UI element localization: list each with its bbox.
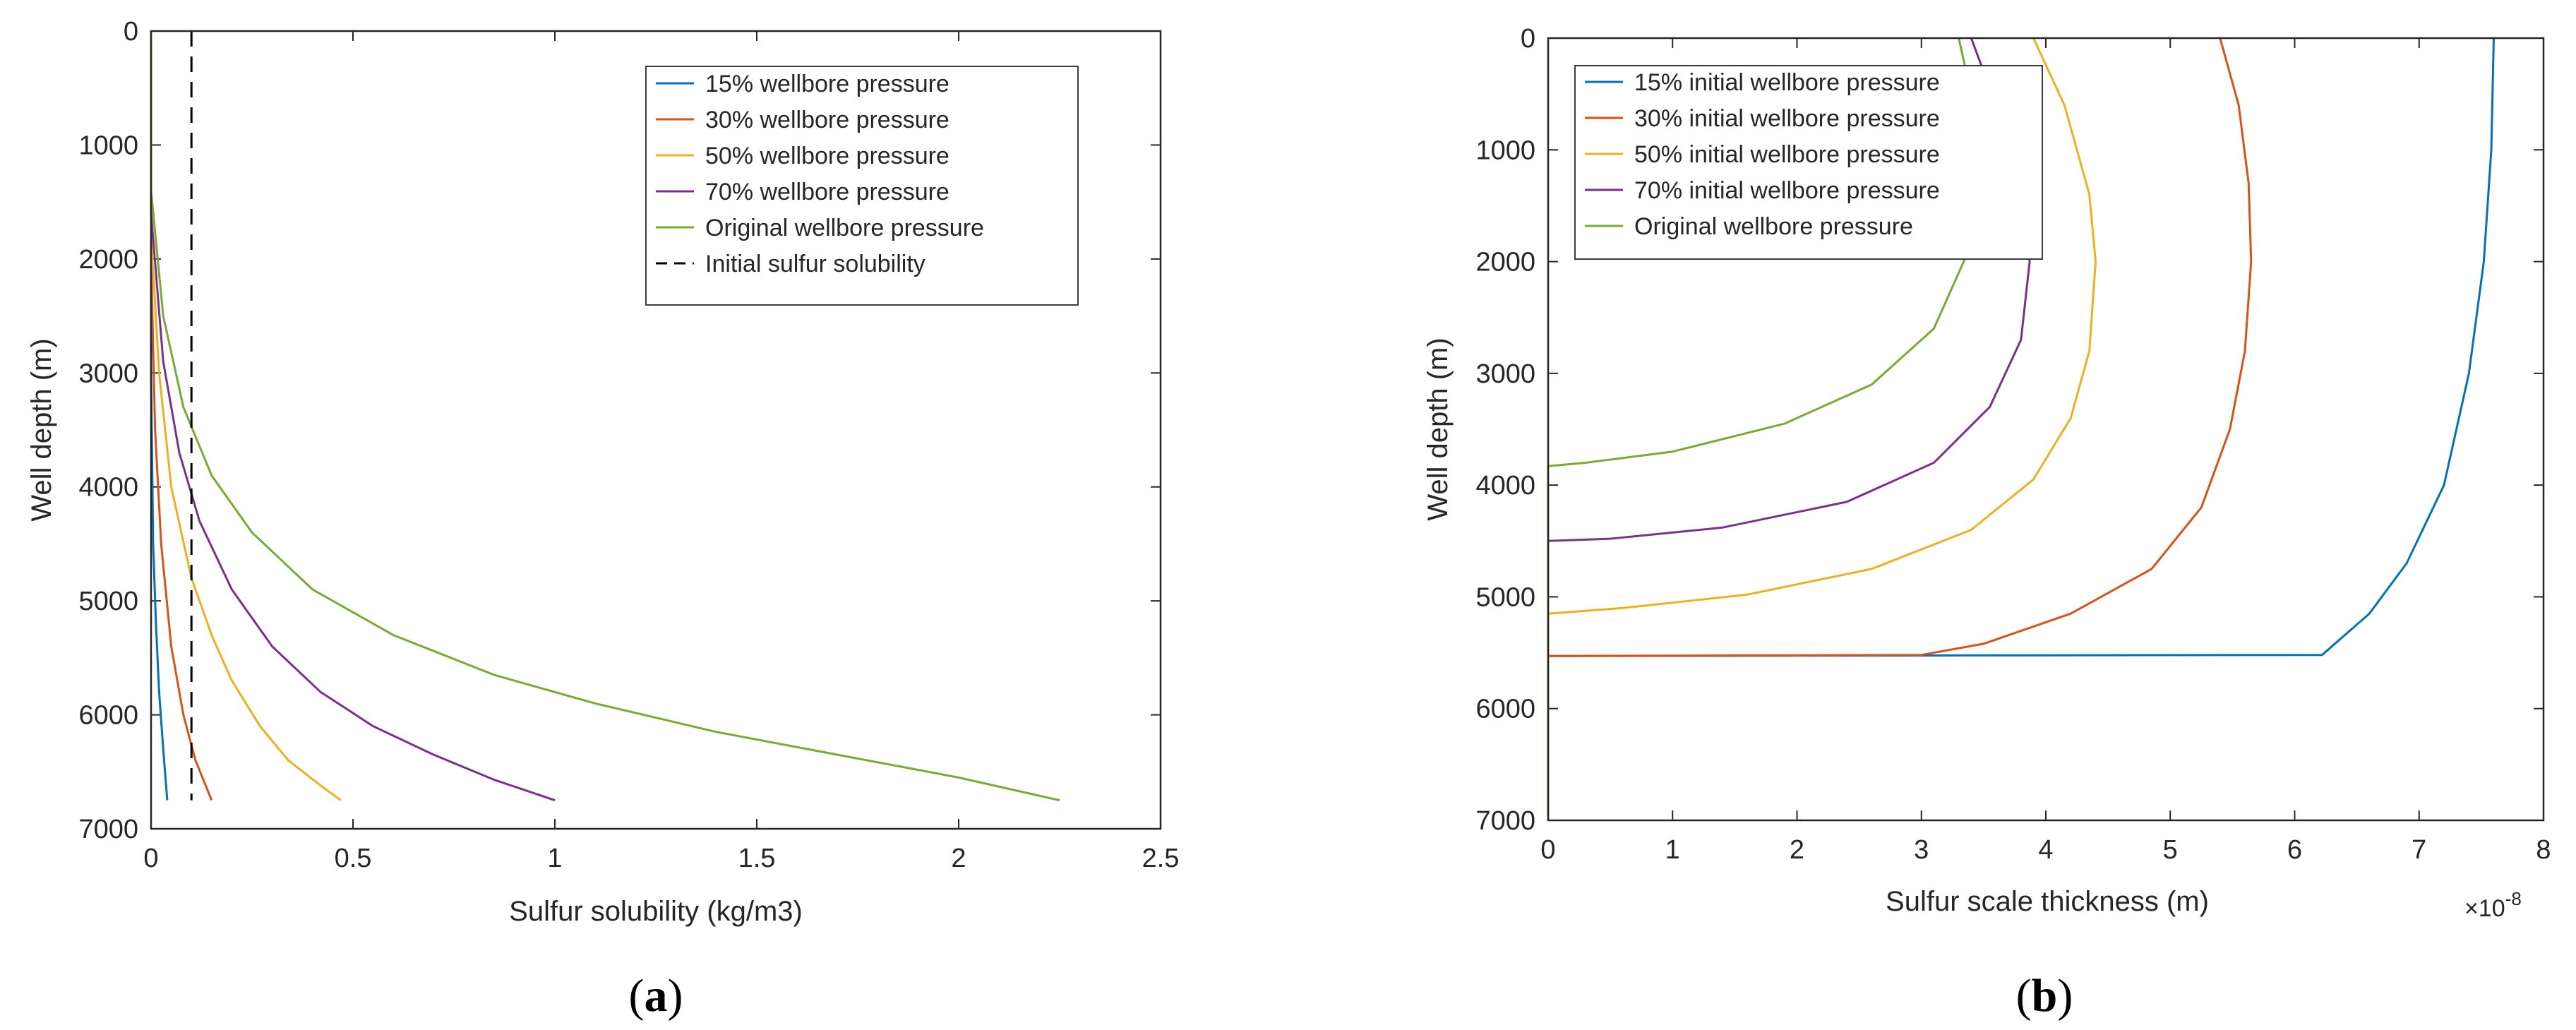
panel-a: 0 0.5 1 1.5 2 2.5 0 1000 2000 3000 4000 5000 6000 70… xyxy=(26,17,1179,1022)
panel-label-a-letter: a xyxy=(645,970,668,1022)
legend-a: 15% wellbore pressure 30% wellbore pressu… xyxy=(645,66,1079,306)
legend-label: 70% wellbore pressure xyxy=(705,179,949,205)
y-tick-label: 1000 xyxy=(78,131,138,160)
x-tick-labels-a: 0 0.5 1 1.5 2 2.5 xyxy=(143,844,1179,873)
series-line-a-4 xyxy=(150,31,1060,802)
x-tick-labels-b: 0 1 2 3 4 5 6 7 8 xyxy=(1540,835,2551,865)
y-tick-label: 1000 xyxy=(1475,136,1535,165)
y-tick-labels-a: 0 1000 2000 3000 4000 5000 6000 7000 xyxy=(78,17,138,844)
x-tick-label: 3 xyxy=(1914,835,1929,865)
legend-label: Original wellbore pressure xyxy=(705,215,984,241)
legend-label: 70% initial wellbore pressure xyxy=(1634,177,1940,204)
x-tick-label: 1 xyxy=(547,844,562,873)
x-tick-label: 5 xyxy=(2163,835,2178,865)
y-tick-label: 5000 xyxy=(1475,582,1535,612)
y-tick-label: 2000 xyxy=(1475,248,1535,277)
x-exponent-power: -8 xyxy=(2505,888,2522,909)
x-exponent-b: ×10-8 xyxy=(2464,888,2522,922)
series-line-b-1 xyxy=(1547,37,2253,820)
y-tick-label: 7000 xyxy=(78,815,138,844)
legend-label: 50% initial wellbore pressure xyxy=(1634,141,1940,168)
series-line-b-0 xyxy=(1547,37,2495,820)
legend-box-a xyxy=(645,66,1079,306)
x-axis-title-a: Sulfur solubility (kg/m3) xyxy=(509,896,803,927)
y-tick-label: 6000 xyxy=(78,701,138,731)
x-tick-label: 0.5 xyxy=(335,844,372,873)
x-tick-label: 2.5 xyxy=(1142,844,1180,873)
legend-label: 30% initial wellbore pressure xyxy=(1634,105,1940,132)
x-tick-label: 1.5 xyxy=(738,844,776,873)
panel-label-a-open: ( xyxy=(629,970,645,1022)
x-tick-label: 2 xyxy=(951,844,966,873)
y-tick-label: 0 xyxy=(124,17,138,47)
legend-b: 15% initial wellbore pressure 30% initial… xyxy=(1574,65,2043,260)
y-tick-label: 4000 xyxy=(1475,471,1535,501)
legend-label: 50% wellbore pressure xyxy=(705,143,949,169)
panel-label-b-letter: b xyxy=(2032,970,2058,1022)
x-tick-label: 8 xyxy=(2536,835,2551,865)
series-line-b-2 xyxy=(1547,37,2097,820)
y-tick-label: 3000 xyxy=(1475,359,1535,389)
panel-label-b-close: ) xyxy=(2057,970,2073,1022)
x-tick-label: 0 xyxy=(143,844,158,873)
panel-label-b: (b) xyxy=(2016,970,2073,1022)
x-tick-label: 2 xyxy=(1790,835,1804,865)
x-exponent-base: ×10 xyxy=(2464,895,2505,922)
x-tick-label: 0 xyxy=(1540,835,1555,865)
y-tick-label: 4000 xyxy=(78,473,138,503)
y-tick-label: 3000 xyxy=(78,359,138,388)
y-axis-title-b: Well depth (m) xyxy=(1422,337,1454,520)
legend-label: 15% wellbore pressure xyxy=(705,71,949,97)
x-tick-label: 1 xyxy=(1665,835,1680,865)
y-axis-title-a: Well depth (m) xyxy=(26,338,57,521)
y-tick-label: 0 xyxy=(1521,24,1535,54)
y-tick-labels-b: 0 1000 2000 3000 4000 5000 6000 7000 xyxy=(1475,24,1535,836)
panel-label-a: (a) xyxy=(629,970,683,1022)
y-tick-label: 7000 xyxy=(1475,806,1535,836)
panel-label-a-close: ) xyxy=(668,970,683,1022)
axes-box-b xyxy=(1547,37,2545,822)
y-tick-label: 6000 xyxy=(1475,695,1535,724)
x-tick-label: 7 xyxy=(2412,835,2426,865)
series-line-a-2 xyxy=(150,31,342,801)
x-axis-title-b: Sulfur scale thickness (m) xyxy=(1886,886,2209,917)
panel-label-b-open: ( xyxy=(2016,970,2032,1022)
axes-box-a xyxy=(150,30,1162,830)
series-layer-b xyxy=(1547,37,2495,820)
y-tick-label: 5000 xyxy=(78,587,138,616)
legend-box-b xyxy=(1574,65,2043,260)
legend-label: Original wellbore pressure xyxy=(1634,213,1913,240)
x-tick-label: 6 xyxy=(2287,835,2302,865)
x-tick-label: 4 xyxy=(2038,835,2053,865)
legend-label: 30% wellbore pressure xyxy=(705,107,949,133)
y-tick-label: 2000 xyxy=(78,245,138,275)
series-line-a-3 xyxy=(150,31,556,802)
legend-label: 15% initial wellbore pressure xyxy=(1634,69,1940,96)
legend-label: Initial sulfur solubility xyxy=(705,251,925,277)
